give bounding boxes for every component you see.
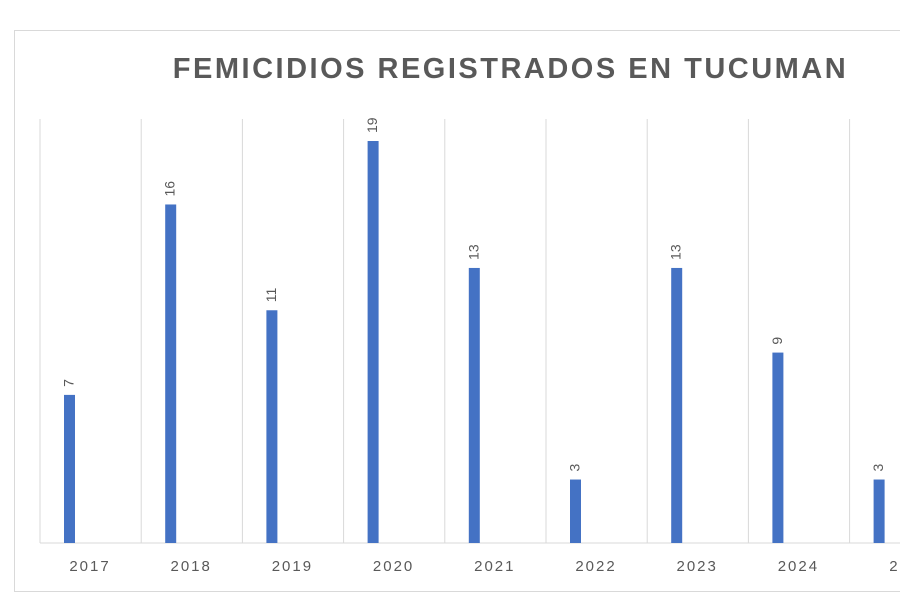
data-label: 11 [263, 288, 279, 303]
data-label: 3 [870, 464, 886, 472]
x-tick-label: 2021 [474, 558, 515, 575]
bar [873, 479, 885, 543]
x-tick-label: 2020 [373, 558, 414, 575]
x-tick-label: 2018 [171, 558, 212, 575]
x-tick-label: 2017 [69, 558, 110, 575]
data-label: 7 [61, 379, 77, 387]
data-label: 19 [364, 117, 380, 133]
x-tick-label: 2019 [272, 558, 313, 575]
bar [468, 267, 480, 543]
data-label: 16 [162, 181, 178, 197]
bar [367, 141, 379, 543]
x-tick-label: 20 [889, 558, 900, 575]
bar [671, 267, 683, 543]
data-label: 3 [567, 464, 583, 472]
bar [570, 479, 581, 543]
data-label: 9 [769, 337, 785, 345]
bar [165, 204, 177, 543]
x-tick-label: 2023 [677, 558, 718, 575]
bar-chart: 7 2017 16 2018 11 2019 19 2020 13 2021 3 2022 13 2023… [39, 117, 900, 575]
data-label: 13 [668, 244, 684, 260]
bar [266, 310, 278, 543]
chart-panel: FEMICIDIOS REGISTRADOS EN TUCUMAN 7 2017 1… [14, 30, 900, 592]
x-tick-label: 2024 [778, 558, 819, 575]
data-label: 13 [465, 244, 481, 260]
chart-title: FEMICIDIOS REGISTRADOS EN TUCUMAN [172, 53, 849, 85]
bar [64, 394, 75, 543]
bar [772, 352, 784, 543]
x-tick-label: 2022 [575, 558, 616, 575]
